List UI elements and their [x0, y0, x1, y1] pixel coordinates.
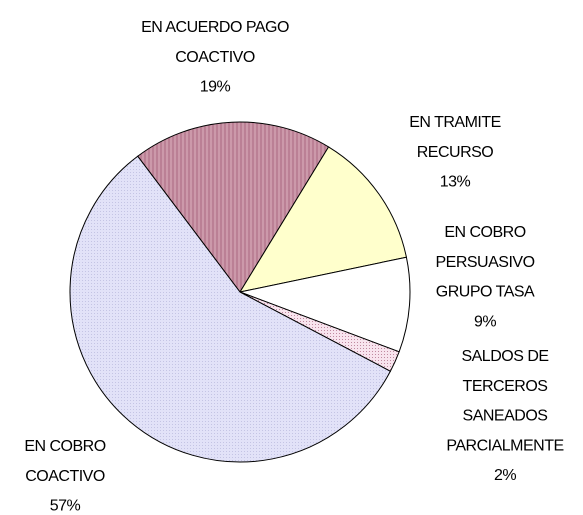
slice-label: EN TRAMITE: [409, 114, 501, 131]
pie-slice: [238, 146, 407, 293]
slice-label: RECURSO: [417, 144, 494, 161]
value-label: 2%: [494, 467, 516, 484]
slice-label: PARCIALMENTE: [446, 437, 563, 454]
slice-label: EN COBRO: [24, 438, 105, 455]
slice-label: PERSUASIVO: [435, 254, 534, 271]
labels: EN ACUERDO PAGO COACTIVO 19% EN TRAMITE RECU…: [24, 19, 564, 515]
value-label: 57%: [50, 498, 81, 515]
pie-slice: [238, 256, 411, 353]
slice-label: COACTIVO: [175, 49, 255, 66]
slice-label: SANEADOS: [463, 408, 548, 425]
slice-label: COACTIVO: [25, 468, 105, 485]
slice-label: GRUPO TASA: [436, 284, 535, 301]
value-label: 13%: [440, 174, 471, 191]
pie-slice: [69, 155, 392, 463]
slice-label: SALDOS DE: [461, 348, 548, 365]
slice-label: EN COBRO: [444, 224, 525, 241]
pie: [69, 121, 411, 463]
value-label: 19%: [200, 79, 231, 96]
slice-label: TERCEROS: [463, 378, 548, 395]
slice-label: EN ACUERDO PAGO: [141, 19, 289, 36]
pie-slice: [136, 121, 330, 293]
value-label: 9%: [474, 313, 496, 330]
